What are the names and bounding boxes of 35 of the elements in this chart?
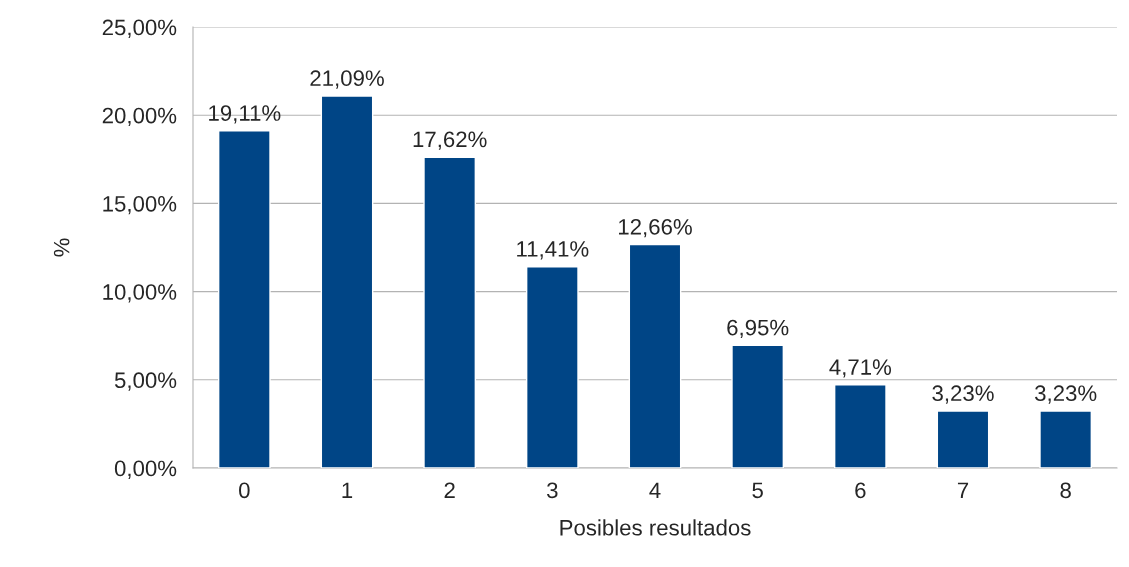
y-tick-label: 5,00% <box>114 372 177 391</box>
bar <box>320 95 374 468</box>
x-tick-label: 1 <box>342 482 353 498</box>
data-label: 4,71% <box>829 359 892 378</box>
bar <box>1039 410 1093 468</box>
y-tick-label: 10,00% <box>103 284 177 303</box>
data-label: 11,41% <box>517 241 589 260</box>
data-label: 12,66% <box>619 218 692 238</box>
x-tick-label: 3 <box>547 482 558 499</box>
x-tick-label: 4 <box>649 482 661 498</box>
bar <box>423 156 477 468</box>
x-axis-title: Posibles resultados <box>560 519 751 536</box>
y-tick-label: 15,00% <box>103 195 177 215</box>
x-tick-label: 7 <box>957 482 969 498</box>
bar <box>628 243 682 468</box>
x-tick-label: 5 <box>752 482 763 499</box>
bar <box>731 344 785 468</box>
y-tick-label: 20,00% <box>102 107 177 127</box>
y-tick-label: 25,00% <box>102 19 177 38</box>
x-tick-label: 2 <box>444 482 455 498</box>
bar <box>525 266 579 468</box>
y-tick-label: 0,00% <box>114 460 177 479</box>
data-label: 19,11% <box>209 105 281 124</box>
data-label: 17,62% <box>413 131 487 150</box>
data-label: 21,09% <box>310 70 384 89</box>
bar <box>936 410 990 468</box>
x-tick-label: 8 <box>1060 482 1071 499</box>
x-tick-label: 0 <box>239 482 250 499</box>
data-label: 3,23% <box>932 385 994 404</box>
data-label: 6,95% <box>727 319 789 339</box>
data-label: 3,23% <box>1035 385 1097 404</box>
x-tick-label: 6 <box>855 482 866 499</box>
bar <box>217 130 271 468</box>
y-axis-title: % <box>53 238 70 257</box>
bar <box>833 384 887 468</box>
